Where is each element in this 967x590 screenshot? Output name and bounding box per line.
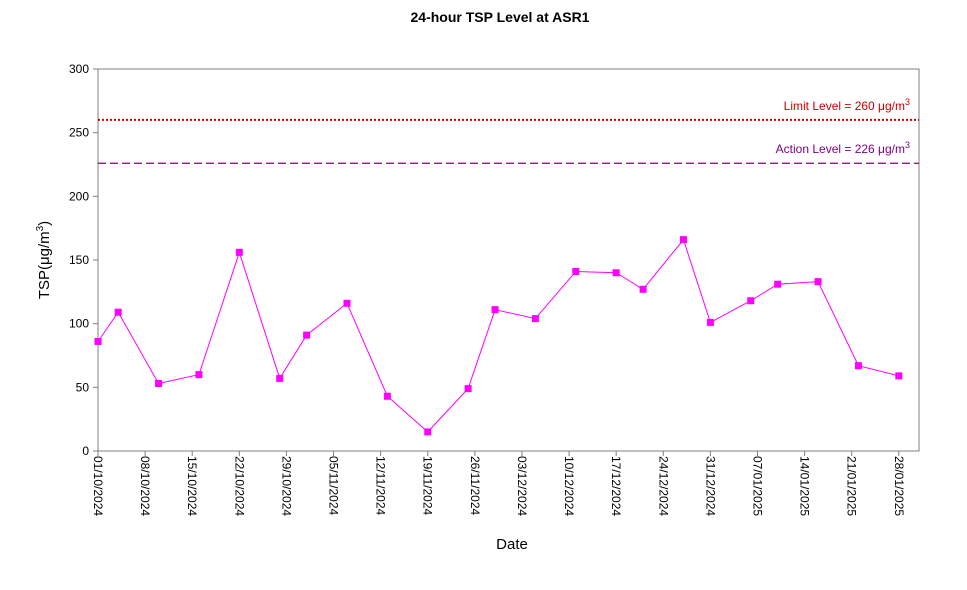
point	[235, 248, 243, 256]
x-tick-label: 12/11/2024	[374, 456, 388, 515]
x-tick-label: 29/10/2024	[279, 456, 293, 516]
y-tick-label: 0	[82, 444, 89, 458]
x-tick-label: 22/10/2024	[232, 456, 246, 516]
point	[774, 280, 782, 288]
point	[612, 269, 620, 277]
x-tick-label: 21/01/2025	[845, 456, 859, 516]
point	[276, 374, 284, 382]
x-tick-label: 08/10/2024	[138, 456, 152, 516]
point	[639, 285, 647, 293]
x-tick-label: 26/11/2024	[468, 456, 482, 515]
x-tick-label: 01/10/2024	[91, 456, 105, 516]
point	[895, 372, 903, 380]
point	[303, 331, 311, 339]
reference-label-text: Action Level = 226 μg/m	[776, 142, 905, 156]
x-tick-label: 15/10/2024	[185, 456, 199, 516]
reference-label: Limit Level = 260 μg/m3	[784, 97, 910, 113]
point	[155, 380, 163, 388]
y-tick-label: 250	[69, 126, 89, 140]
y-tick-label: 300	[69, 62, 89, 76]
reference-label-sup: 3	[905, 140, 910, 150]
chart-title: 24-hour TSP Level at ASR1	[411, 9, 590, 25]
reference-label: Action Level = 226 μg/m3	[776, 140, 910, 156]
y-tick-label: 100	[69, 317, 89, 331]
series-line	[97, 238, 899, 433]
point	[424, 428, 432, 436]
x-axis-title: Date	[496, 536, 528, 553]
y-axis-title-text: TSP(μg/m	[36, 231, 53, 299]
y-axis-title-sup: 3	[35, 225, 46, 231]
x-tick-label: 28/01/2025	[892, 456, 906, 516]
point	[94, 337, 102, 345]
point	[114, 308, 122, 316]
point	[343, 299, 351, 307]
point	[531, 315, 539, 323]
x-tick-label: 14/01/2025	[798, 456, 812, 516]
point	[383, 392, 391, 400]
x-tick-label: 03/12/2024	[515, 456, 529, 516]
x-tick-label: 05/11/2024	[327, 456, 341, 515]
point	[814, 278, 822, 286]
point	[195, 371, 203, 379]
x-tick-label: 24/12/2024	[656, 456, 670, 516]
y-tick-label: 150	[69, 253, 89, 267]
point	[706, 318, 714, 326]
x-tick-label: 31/12/2024	[703, 456, 717, 516]
x-tick-label: 17/12/2024	[609, 456, 623, 516]
y-tick-label: 200	[69, 189, 89, 203]
reference-label-text: Limit Level = 260 μg/m	[784, 99, 905, 113]
x-tick-label: 07/01/2025	[750, 456, 764, 516]
point	[572, 267, 580, 275]
point	[464, 385, 472, 393]
plot-area	[97, 68, 920, 452]
y-axis-title: TSP(μg/m3)	[35, 221, 53, 299]
x-tick-label: 19/11/2024	[421, 456, 435, 515]
x-tick-label: 10/12/2024	[562, 456, 576, 516]
y-axis-title-text: )	[36, 221, 53, 226]
point	[854, 362, 862, 370]
reference-label-sup: 3	[905, 97, 910, 107]
y-tick-label: 50	[76, 380, 90, 394]
point	[491, 306, 499, 314]
point	[679, 236, 687, 244]
point	[747, 297, 755, 305]
